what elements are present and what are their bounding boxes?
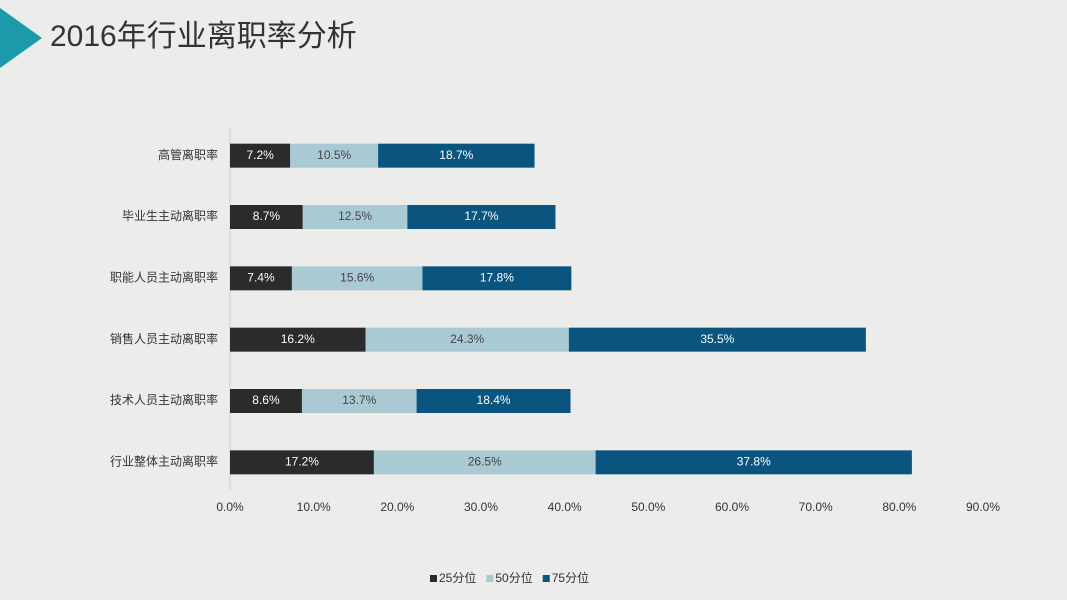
legend-label: 75分位	[552, 570, 589, 585]
y-tick-label: 毕业生主动离职率	[122, 208, 218, 223]
data-label: 18.7%	[439, 148, 473, 162]
bar-segment	[568, 327, 866, 352]
bar-segment	[416, 389, 571, 413]
bar-segment	[422, 266, 572, 291]
bar-segment	[230, 266, 292, 291]
data-label: 15.6%	[340, 271, 374, 285]
chart-title: 2016年行业离职率分析	[50, 20, 357, 53]
bar-segment	[230, 389, 302, 413]
data-label: 18.4%	[477, 393, 511, 407]
bar-segment	[230, 143, 291, 168]
bar-segment	[301, 389, 417, 413]
legend-swatch	[430, 575, 437, 582]
legend-swatch	[542, 575, 550, 582]
x-tick-label: 20.0%	[380, 500, 414, 514]
data-label: 17.2%	[285, 455, 319, 469]
data-label: 7.2%	[246, 148, 274, 162]
bar-segment	[365, 327, 569, 352]
bar-segment	[595, 450, 912, 475]
data-label: 13.7%	[342, 393, 376, 407]
data-label: 17.7%	[464, 209, 498, 223]
bar-segment	[230, 205, 303, 229]
y-tick-label: 高管离职率	[158, 147, 218, 162]
x-tick-label: 40.0%	[548, 500, 582, 514]
data-label: 16.2%	[281, 332, 315, 346]
data-label: 37.8%	[737, 455, 771, 469]
data-label: 12.5%	[338, 209, 372, 223]
bar-segment	[302, 205, 408, 229]
data-label: 8.7%	[253, 209, 281, 223]
x-tick-label: 60.0%	[715, 500, 749, 514]
data-label: 26.5%	[468, 455, 502, 469]
x-tick-label: 30.0%	[464, 500, 498, 514]
data-label: 24.3%	[450, 332, 484, 346]
data-label: 8.6%	[252, 393, 280, 407]
bar-segment	[230, 450, 374, 475]
data-label: 35.5%	[700, 332, 734, 346]
data-label: 7.4%	[247, 271, 275, 285]
bar-segment	[373, 450, 596, 475]
y-tick-label: 职能人员主动离职率	[110, 270, 218, 285]
legend-label: 50分位	[495, 570, 532, 585]
y-tick-label: 技术人员主动离职率	[110, 392, 218, 407]
y-tick-label: 销售人员主动离职率	[110, 331, 218, 346]
x-tick-label: 50.0%	[631, 500, 665, 514]
bar-segment	[378, 143, 535, 168]
y-tick-label: 行业整体主动离职率	[110, 454, 218, 469]
bar-segment	[230, 327, 366, 352]
x-tick-label: 70.0%	[799, 500, 833, 514]
bar-segment	[291, 266, 423, 291]
bar-segment	[407, 205, 556, 229]
data-label: 17.8%	[480, 271, 514, 285]
legend-swatch	[486, 575, 494, 582]
x-tick-label: 90.0%	[966, 500, 1000, 514]
legend-label: 25分位	[439, 570, 476, 585]
title-marker	[0, 8, 42, 68]
bar-segment	[290, 143, 379, 168]
x-tick-label: 0.0%	[216, 500, 244, 514]
data-label: 10.5%	[317, 148, 351, 162]
x-tick-label: 10.0%	[297, 500, 331, 514]
x-tick-label: 80.0%	[882, 500, 916, 514]
